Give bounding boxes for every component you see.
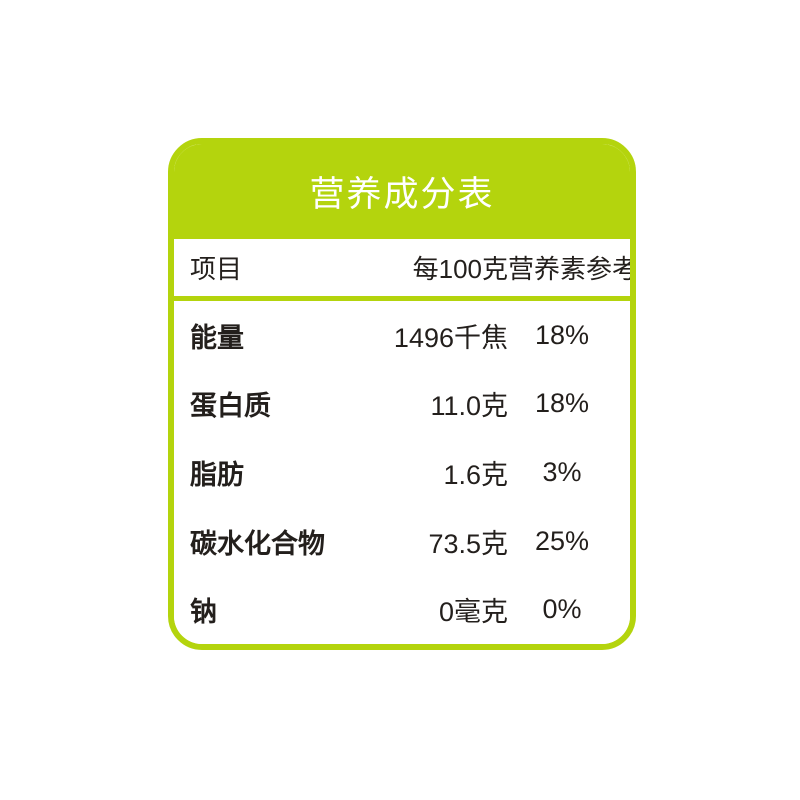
table-header-row: 项目 每100克 营养素参考值% (174, 239, 630, 301)
nutrient-name: 蛋白质 (190, 391, 271, 422)
nutrient-amount: 0毫克 (438, 597, 508, 628)
nutrient-name: 脂肪 (190, 459, 244, 490)
column-header-item: 项目 (190, 254, 243, 284)
nutrient-amount: 1496千焦 (393, 322, 508, 353)
card-title: 营养成分表 (174, 144, 630, 239)
column-header-amount: 每100克 (412, 254, 508, 284)
nutrition-facts-card: 营养成分表 项目 每100克 营养素参考值% 能量 1496千焦 18% 蛋白质… (168, 138, 636, 650)
nutrient-nrv: 18% (534, 319, 590, 350)
nutrient-nrv: 25% (534, 525, 590, 556)
nutrition-table: 项目 每100克 营养素参考值% 能量 1496千焦 18% 蛋白质 11.0克… (174, 239, 630, 644)
nutrient-nrv: 0% (542, 594, 582, 625)
nutrient-name: 碳水化合物 (190, 528, 325, 559)
column-header-nrv: 营养素参考值% (508, 254, 636, 284)
table-row: 脂肪 1.6克 3% (174, 438, 630, 507)
table-row: 碳水化合物 73.5克 25% (174, 507, 630, 576)
nutrient-amount: 73.5克 (428, 528, 508, 559)
nutrient-amount: 11.0克 (430, 391, 508, 422)
table-row: 蛋白质 11.0克 18% (174, 370, 630, 439)
nutrient-amount: 1.6克 (443, 459, 508, 490)
nutrient-name: 能量 (190, 322, 244, 353)
nutrient-name: 钠 (190, 597, 217, 628)
nutrient-nrv: 18% (534, 388, 590, 419)
table-row: 能量 1496千焦 18% (174, 301, 630, 370)
table-row: 钠 0毫克 0% (174, 575, 630, 644)
nutrient-nrv: 3% (542, 456, 582, 487)
